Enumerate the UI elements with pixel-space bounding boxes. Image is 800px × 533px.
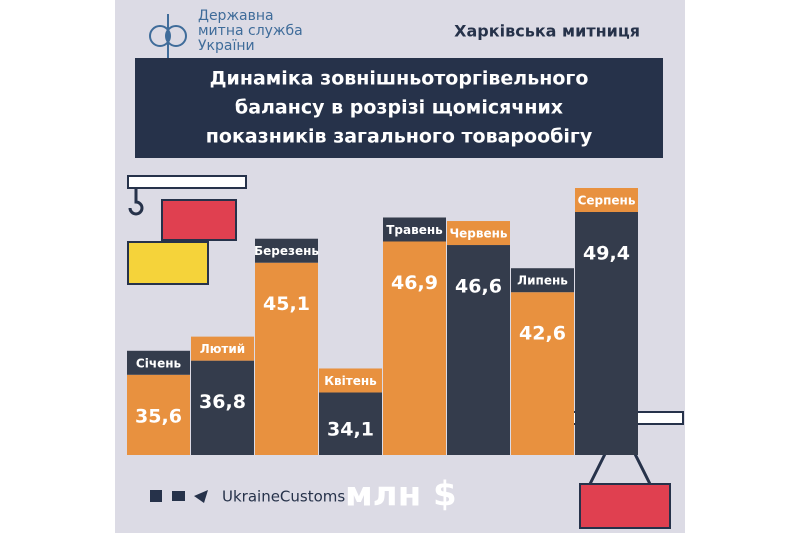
value-label: 46,6 — [455, 276, 502, 298]
office: Харківська митниця — [454, 22, 640, 41]
bar — [127, 374, 190, 455]
agency-line: України — [198, 38, 255, 54]
bar — [319, 392, 382, 455]
value-label: 35,6 — [135, 405, 182, 427]
category-label: Квітень — [324, 374, 377, 388]
category-label: Січень — [136, 356, 182, 370]
social-icons — [150, 490, 208, 503]
title-line: Динаміка зовнішньоторгівельного — [210, 68, 589, 90]
handle: UkraineCustoms — [222, 488, 345, 506]
title-line: балансу в розрізі щомісячних — [235, 97, 563, 119]
label-box — [127, 350, 190, 375]
unit: млн $ — [345, 475, 457, 515]
bar — [511, 292, 574, 455]
value-label: 45,1 — [263, 293, 310, 315]
bar — [255, 262, 318, 455]
value-label: 46,9 — [391, 272, 438, 294]
category-label: Червень — [449, 227, 507, 241]
title-line: показників загального товарообігу — [206, 126, 593, 148]
category-label: Травень — [386, 223, 443, 237]
category-label: Липень — [517, 274, 568, 288]
label-box — [255, 238, 318, 263]
bar — [191, 360, 254, 455]
label-box — [383, 217, 446, 242]
agency-line: митна служба — [198, 23, 303, 39]
category-label: Лютий — [200, 342, 245, 356]
value-label: 34,1 — [327, 419, 374, 441]
category-label: Серпень — [578, 194, 636, 208]
label-box — [575, 188, 638, 212]
label-box — [447, 221, 510, 246]
label-box — [511, 268, 574, 293]
crane-left — [127, 175, 247, 285]
agency-line: Державна — [198, 8, 274, 24]
title-box — [135, 58, 663, 158]
logo — [149, 14, 187, 60]
label-box — [191, 336, 254, 361]
value-label: 42,6 — [519, 323, 566, 345]
value-label: 36,8 — [199, 391, 246, 413]
label-box — [319, 368, 382, 393]
bar — [575, 212, 638, 455]
bar — [383, 241, 446, 455]
value-label: 49,4 — [583, 243, 630, 265]
bar — [447, 245, 510, 455]
category-label: Березень — [254, 244, 319, 258]
